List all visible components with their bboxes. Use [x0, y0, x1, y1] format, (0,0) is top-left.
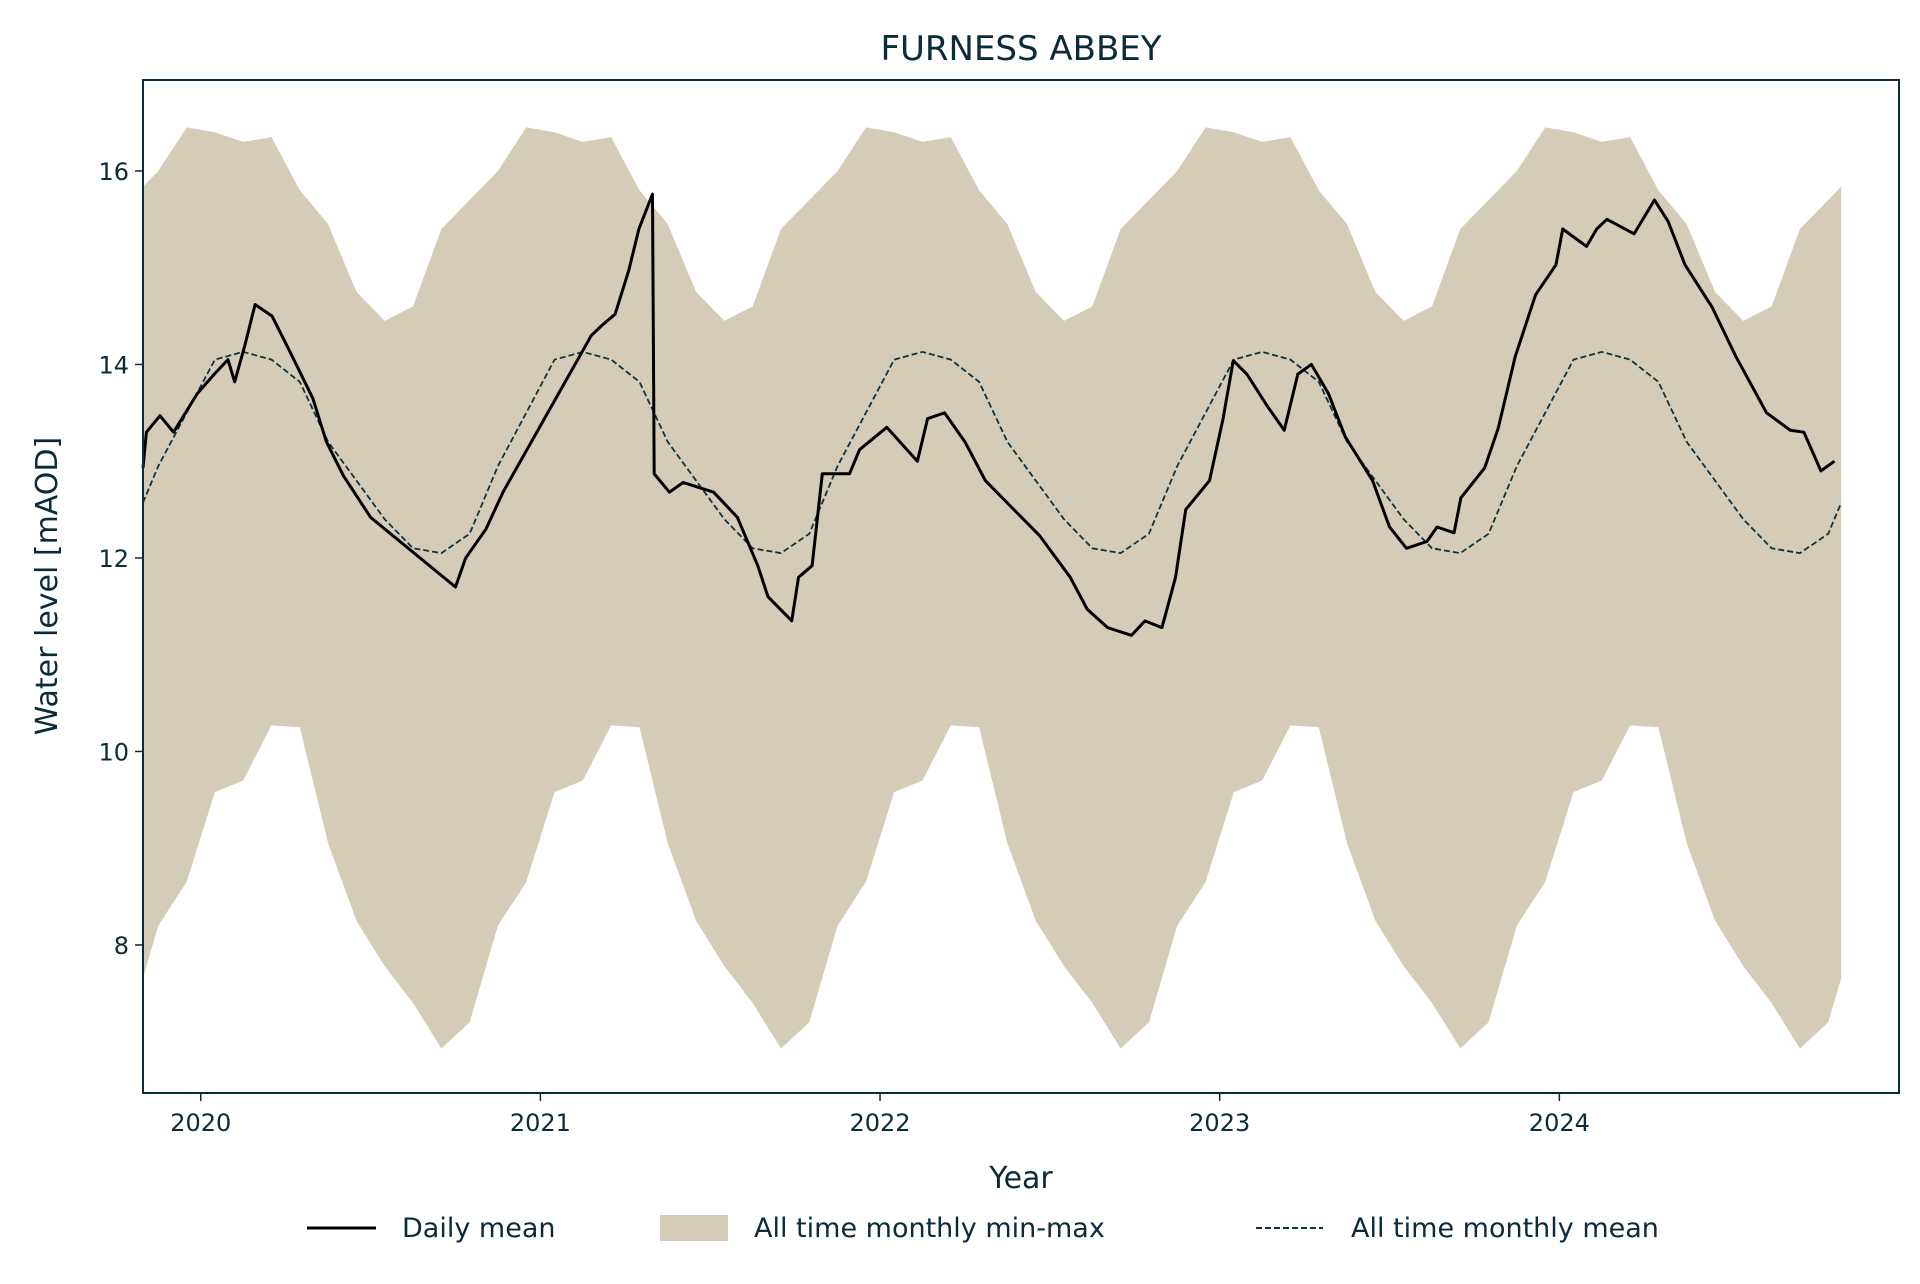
x-axis-label: Year [988, 1161, 1053, 1196]
plot-frame [142, 79, 1900, 1094]
legend: Daily mean All time monthly min-max All … [307, 1213, 1659, 1244]
chart-title: FURNESS ABBEY [880, 29, 1161, 69]
y-axis-label: Water level [mAOD] [30, 437, 65, 735]
legend-daily-mean-label: Daily mean [402, 1213, 555, 1244]
y-tick-label: 8 [114, 932, 129, 960]
x-tick-label: 2020 [170, 1109, 231, 1137]
y-tick-label: 14 [98, 351, 129, 379]
x-tick-label: 2022 [850, 1109, 911, 1137]
legend-min-max-swatch [660, 1215, 728, 1241]
legend-monthly-mean-label: All time monthly mean [1351, 1213, 1659, 1244]
y-tick-label: 12 [98, 545, 129, 573]
axis-ticks: 2020 2021 2022 2023 2024 8 10 12 14 16 [98, 158, 1589, 1137]
x-tick-label: 2024 [1529, 1109, 1590, 1137]
y-tick-label: 16 [98, 158, 129, 186]
min-max-band [143, 127, 1842, 1049]
y-tick-label: 10 [98, 738, 129, 766]
plot-area [141, 127, 1843, 1049]
monthly-mean-line [142, 350, 1843, 555]
legend-min-max-label: All time monthly min-max [754, 1213, 1105, 1244]
x-tick-label: 2023 [1189, 1109, 1250, 1137]
daily-mean-line [141, 192, 1836, 637]
x-tick-label: 2021 [510, 1109, 571, 1137]
